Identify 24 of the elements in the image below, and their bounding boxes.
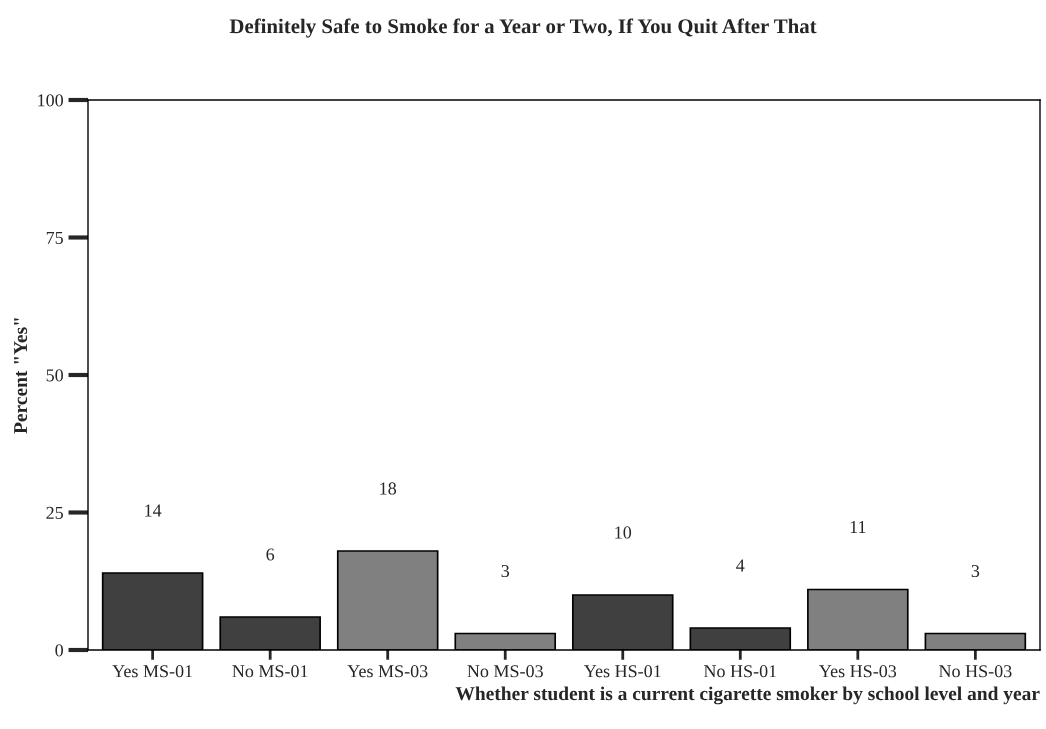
y-tick-label: 75 [46, 231, 63, 244]
data-label: 3 [501, 564, 510, 578]
x-axis-title: Whether student is a current cigarette smoker by school level and year [455, 686, 1040, 705]
data-label: 3 [971, 564, 980, 578]
data-label: 4 [736, 559, 745, 572]
data-label: 14 [145, 504, 162, 517]
y-tick-label: 0 [55, 644, 64, 657]
y-tick-label: 50 [46, 369, 64, 382]
data-label: 18 [380, 482, 397, 495]
x-tick-label: No HS-01 [703, 665, 777, 678]
x-tick-label: Yes MS-03 [347, 665, 428, 678]
x-tick-label: No HS-03 [939, 665, 1012, 678]
chart-title: Definitely Safe to Smoke for a Year or Two, If You Quit After That [229, 18, 817, 38]
x-tick-label: No MS-03 [467, 665, 543, 678]
x-tick-label: Yes HS-03 [819, 665, 897, 678]
x-tick-label: Yes MS-01 [112, 665, 193, 678]
y-tick-label: 100 [38, 94, 64, 107]
y-axis-title: Percent "Yes" [14, 318, 28, 434]
data-label: 6 [266, 548, 275, 561]
x-tick-label: No MS-01 [232, 665, 308, 678]
x-tick-label: Yes HS-01 [584, 665, 661, 678]
data-label: 10 [615, 526, 632, 539]
data-label: 11 [850, 520, 866, 533]
y-tick-label: 25 [46, 506, 63, 519]
